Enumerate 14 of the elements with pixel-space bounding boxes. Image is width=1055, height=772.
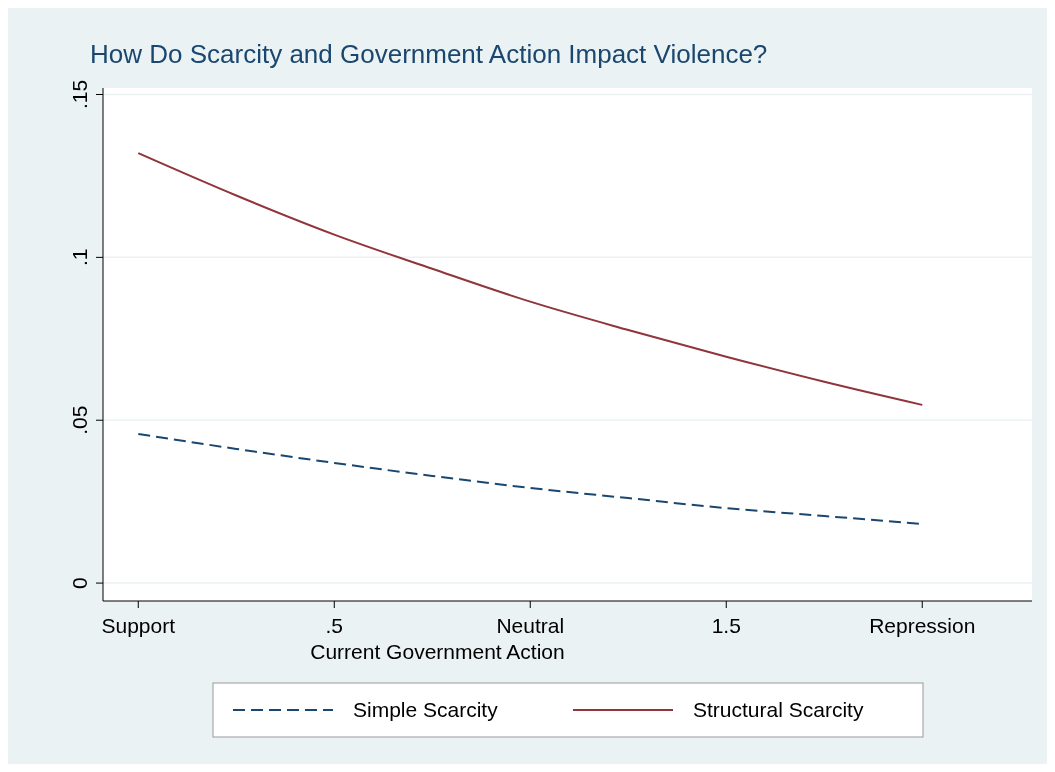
x-tick-label: Neutral — [496, 614, 565, 637]
x-tick-label: .5 — [325, 614, 344, 637]
line-series — [137, 152, 924, 406]
y-tick-label: .15 — [68, 79, 91, 110]
y-tick-label: 0 — [68, 577, 91, 589]
chart-title: How Do Scarcity and Government Action Impact Violence? — [90, 39, 768, 69]
y-tick-label: .1 — [68, 248, 91, 267]
legend-label: Simple Scarcity — [353, 698, 499, 721]
x-tick-label: Support — [101, 614, 176, 637]
x-tick-label: Repression — [869, 614, 976, 637]
legend-label: Structural Scarcity — [693, 698, 864, 721]
x-tick-label: 1.5 — [711, 614, 741, 637]
y-tick-label: .05 — [68, 405, 91, 435]
x-axis-title: Current Government Action — [310, 640, 565, 663]
